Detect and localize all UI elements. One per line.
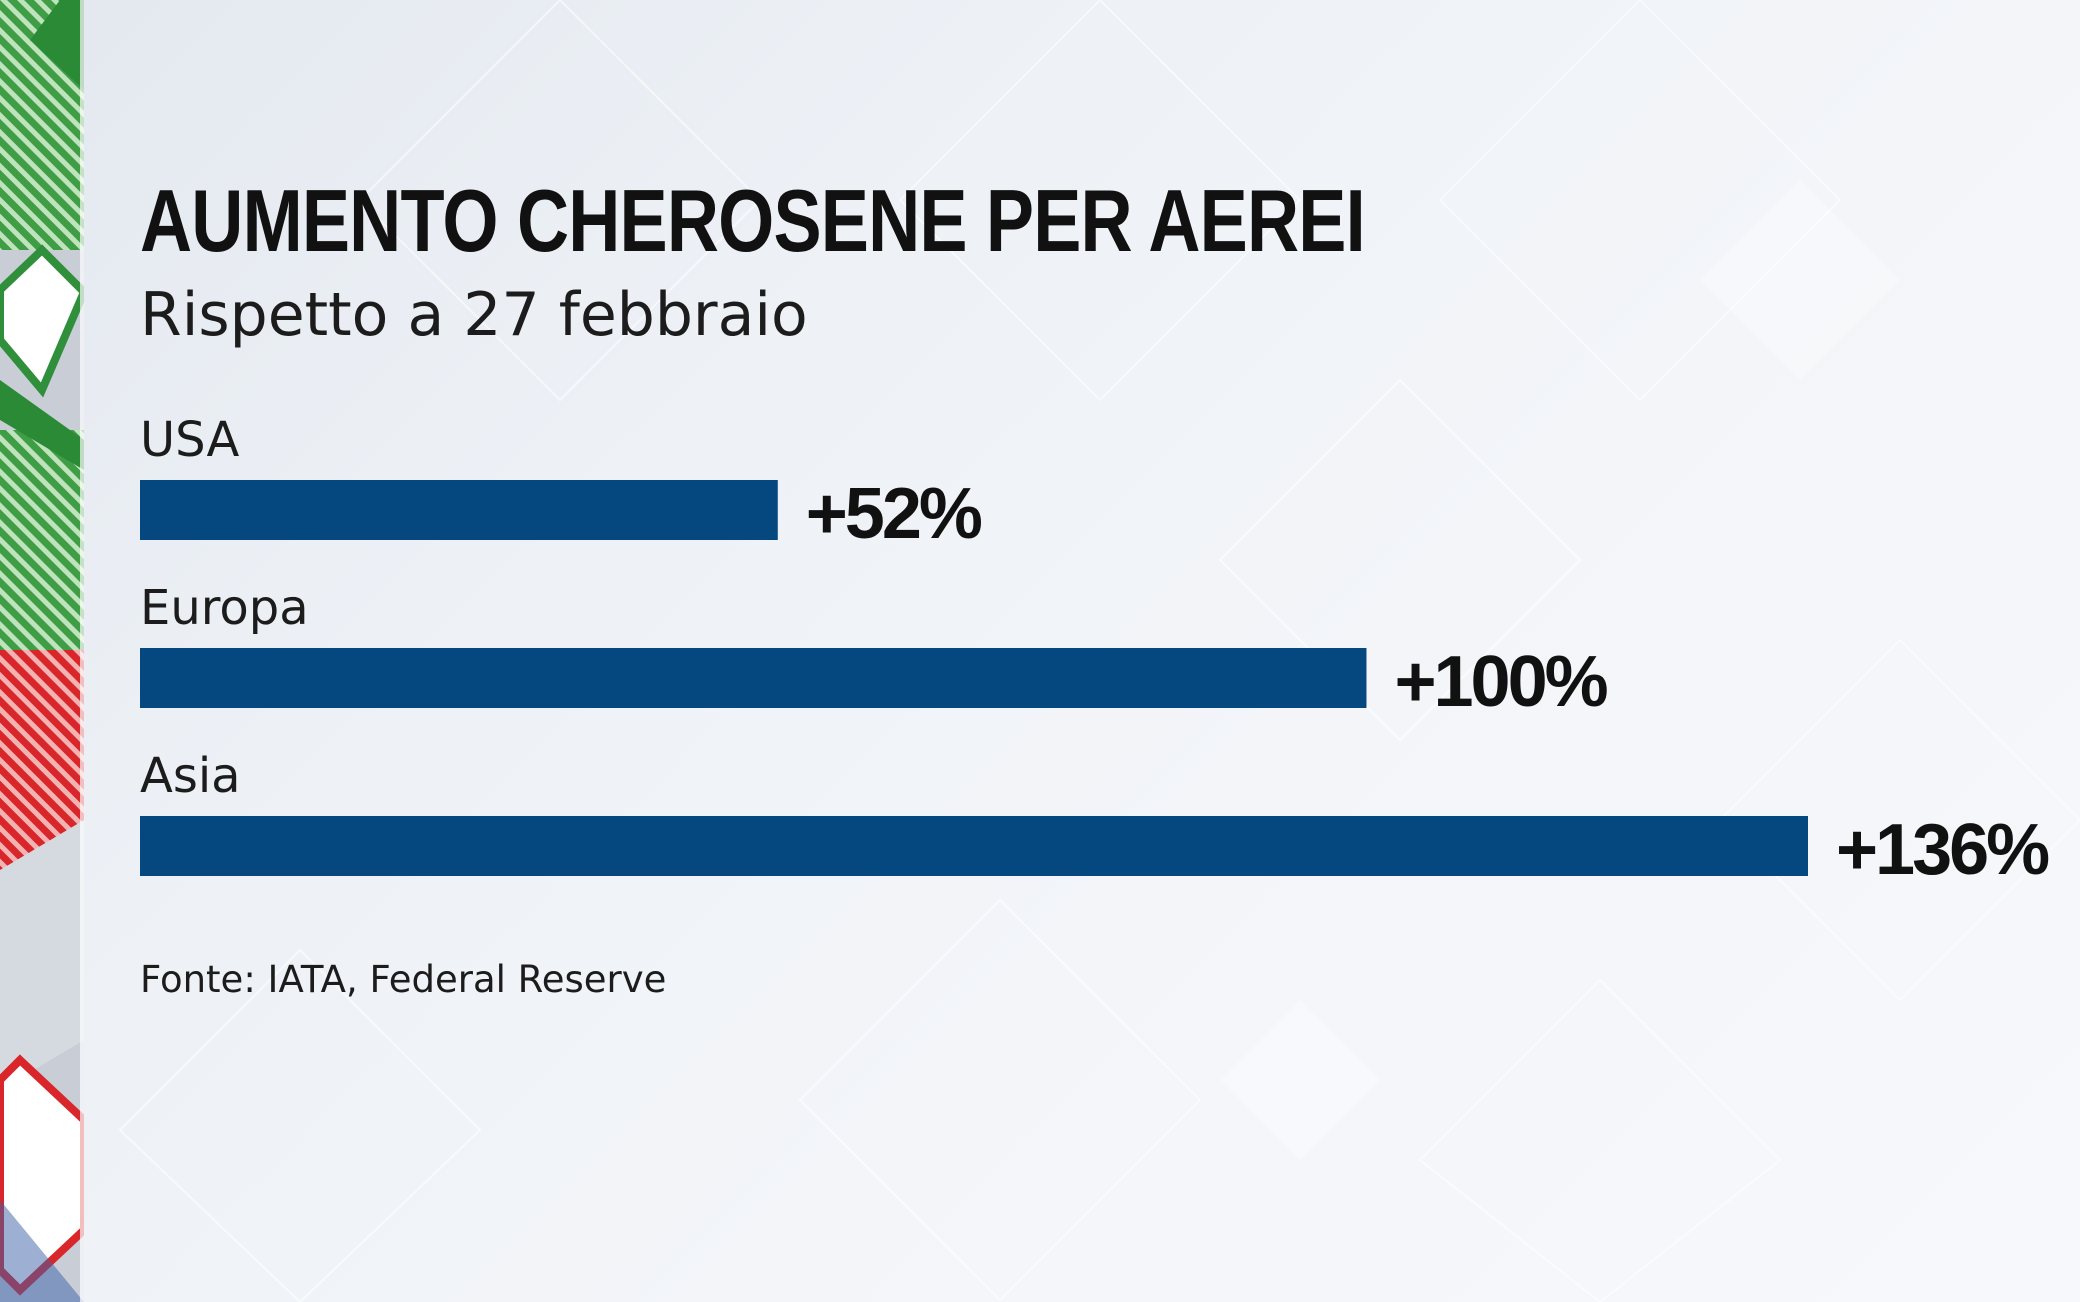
- category-label-usa: USA: [140, 412, 239, 468]
- bar-asia: [140, 816, 1808, 876]
- value-label-usa: +52%: [806, 474, 982, 554]
- category-label-asia: Asia: [140, 748, 241, 804]
- chart-subtitle: Rispetto a 27 febbraio: [140, 280, 808, 350]
- source-note: Fonte: IATA, Federal Reserve: [140, 958, 667, 1001]
- chart-title: AUMENTO CHEROSENE PER AEREI: [140, 171, 1366, 270]
- category-label-europa: Europa: [140, 580, 309, 636]
- value-label-europa: +100%: [1394, 642, 1607, 722]
- decorative-side-band: [0, 0, 84, 1302]
- value-label-asia: +136%: [1836, 810, 2049, 890]
- bar-europa: [140, 648, 1367, 708]
- bar-usa: [140, 480, 778, 540]
